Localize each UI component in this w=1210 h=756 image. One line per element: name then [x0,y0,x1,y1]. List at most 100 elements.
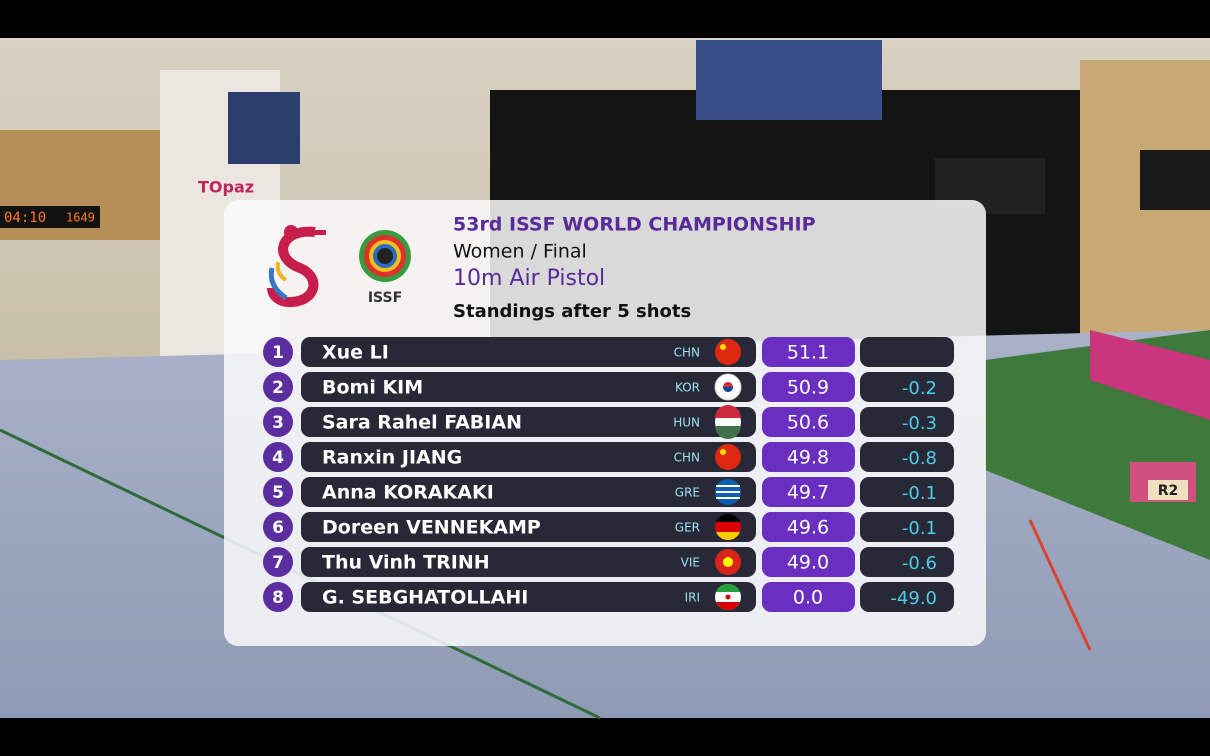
country-code: GRE [675,486,700,500]
score-box [762,442,855,472]
name-bar [301,512,756,542]
gap-to-leader: -0.1 [902,483,937,504]
athlete-name: G. SEBGHATOLLAHI [322,587,528,609]
lane-sign: R2 [1158,483,1179,499]
flag-star [723,557,733,567]
athlete-name: Ranxin JIANG [322,447,462,469]
score-box [762,512,855,542]
standing-row: 8 G. SEBGHATOLLAHI IRI 0.0 -49.0 [263,582,954,612]
rank: 8 [272,588,284,608]
score-box [762,547,855,577]
score-box [762,477,855,507]
score-box [762,372,855,402]
venue-clock: 04:10 [4,210,46,226]
diff-box [860,407,954,437]
score: 50.6 [787,412,829,434]
athlete-name: Thu Vinh TRINH [322,552,490,574]
flag-band [716,514,740,522]
diff-box [860,372,954,402]
flag-band [715,426,741,439]
rank-badge [263,512,293,542]
country-code: IRI [685,591,700,605]
gap-to-leader: -0.6 [902,553,937,574]
country-code: GER [675,521,700,535]
rank: 5 [272,483,284,503]
score: 49.8 [787,447,829,469]
gap-to-leader: -49.0 [890,588,937,609]
score: 49.7 [787,482,829,504]
score: 50.9 [787,377,829,399]
diff-box [860,477,954,507]
flag-stripe [716,485,740,487]
flag-band [716,602,740,611]
score-box [762,582,855,612]
gap-to-leader: -0.2 [902,378,937,399]
event-name: 10m Air Pistol [453,266,605,291]
diff-box [860,582,954,612]
flag-emblem [723,387,733,392]
name-bar [301,407,756,437]
rank: 1 [272,343,284,363]
name-bar [301,477,756,507]
athlete-name: Anna KORAKAKI [322,482,494,504]
flag-band [716,532,740,540]
flag-stripe [716,497,740,499]
score-box [762,337,855,367]
standing-row: 1 Xue LI CHN 51.1 [263,337,954,367]
championship-logo [267,225,326,308]
standings-table: 1 Xue LI CHN 51.1 2 Bomi KIM KOR 50.9 -0.2 3 Sara … [263,337,954,612]
name-bar [301,582,756,612]
name-bar [301,372,756,402]
issf-logo-text: ISSF [368,290,402,306]
country-code: CHN [674,346,700,360]
rank-badge [263,547,293,577]
standing-row: 7 Thu Vinh TRINH VIE 49.0 -0.6 [263,547,954,577]
rank: 6 [272,518,284,538]
rank-badge [263,372,293,402]
rank-badge [263,582,293,612]
diff-box [860,547,954,577]
flag [715,444,741,470]
diff-box [860,442,954,472]
athlete-name: Xue LI [322,342,389,364]
rank: 4 [272,448,284,468]
rank: 2 [272,378,284,398]
flag-band [715,405,741,418]
issf-logo: ISSF [359,230,411,306]
score: 0.0 [793,587,823,609]
rank-badge [263,477,293,507]
country-code: HUN [673,416,700,430]
standing-row: 5 Anna KORAKAKI GRE 49.7 -0.1 [263,477,954,507]
standings-status: Standings after 5 shots [453,301,691,322]
flag-band [716,584,740,592]
flag [715,339,741,365]
diff-box [860,512,954,542]
standing-row: 2 Bomi KIM KOR 50.9 -0.2 [263,372,954,402]
event-group: Women / Final [453,241,587,263]
name-bar [301,337,756,367]
athlete-name: Sara Rahel FABIAN [322,412,522,434]
diff-box [860,337,954,367]
athlete-name: Bomi KIM [322,377,423,399]
score-box [762,407,855,437]
country-code: KOR [675,381,700,395]
score: 49.0 [787,552,829,574]
standing-row: 6 Doreen VENNEKAMP GER 49.6 -0.1 [263,512,954,542]
rank-badge [263,407,293,437]
score: 51.1 [787,342,829,364]
country-code: VIE [681,556,700,570]
gap-to-leader: -0.8 [902,448,937,469]
flag-star [720,449,726,455]
venue-counter: 1649 [66,211,95,225]
rank-badge [263,337,293,367]
standing-row: 3 Sara Rahel FABIAN HUN 50.6 -0.3 [263,405,954,439]
flag-stripe [716,491,740,493]
country-code: CHN [674,451,700,465]
score: 49.6 [787,517,829,539]
rank: 7 [272,553,284,573]
name-bar [301,442,756,472]
rank-badge [263,442,293,472]
standing-row: 4 Ranxin JIANG CHN 49.8 -0.8 [263,442,954,472]
